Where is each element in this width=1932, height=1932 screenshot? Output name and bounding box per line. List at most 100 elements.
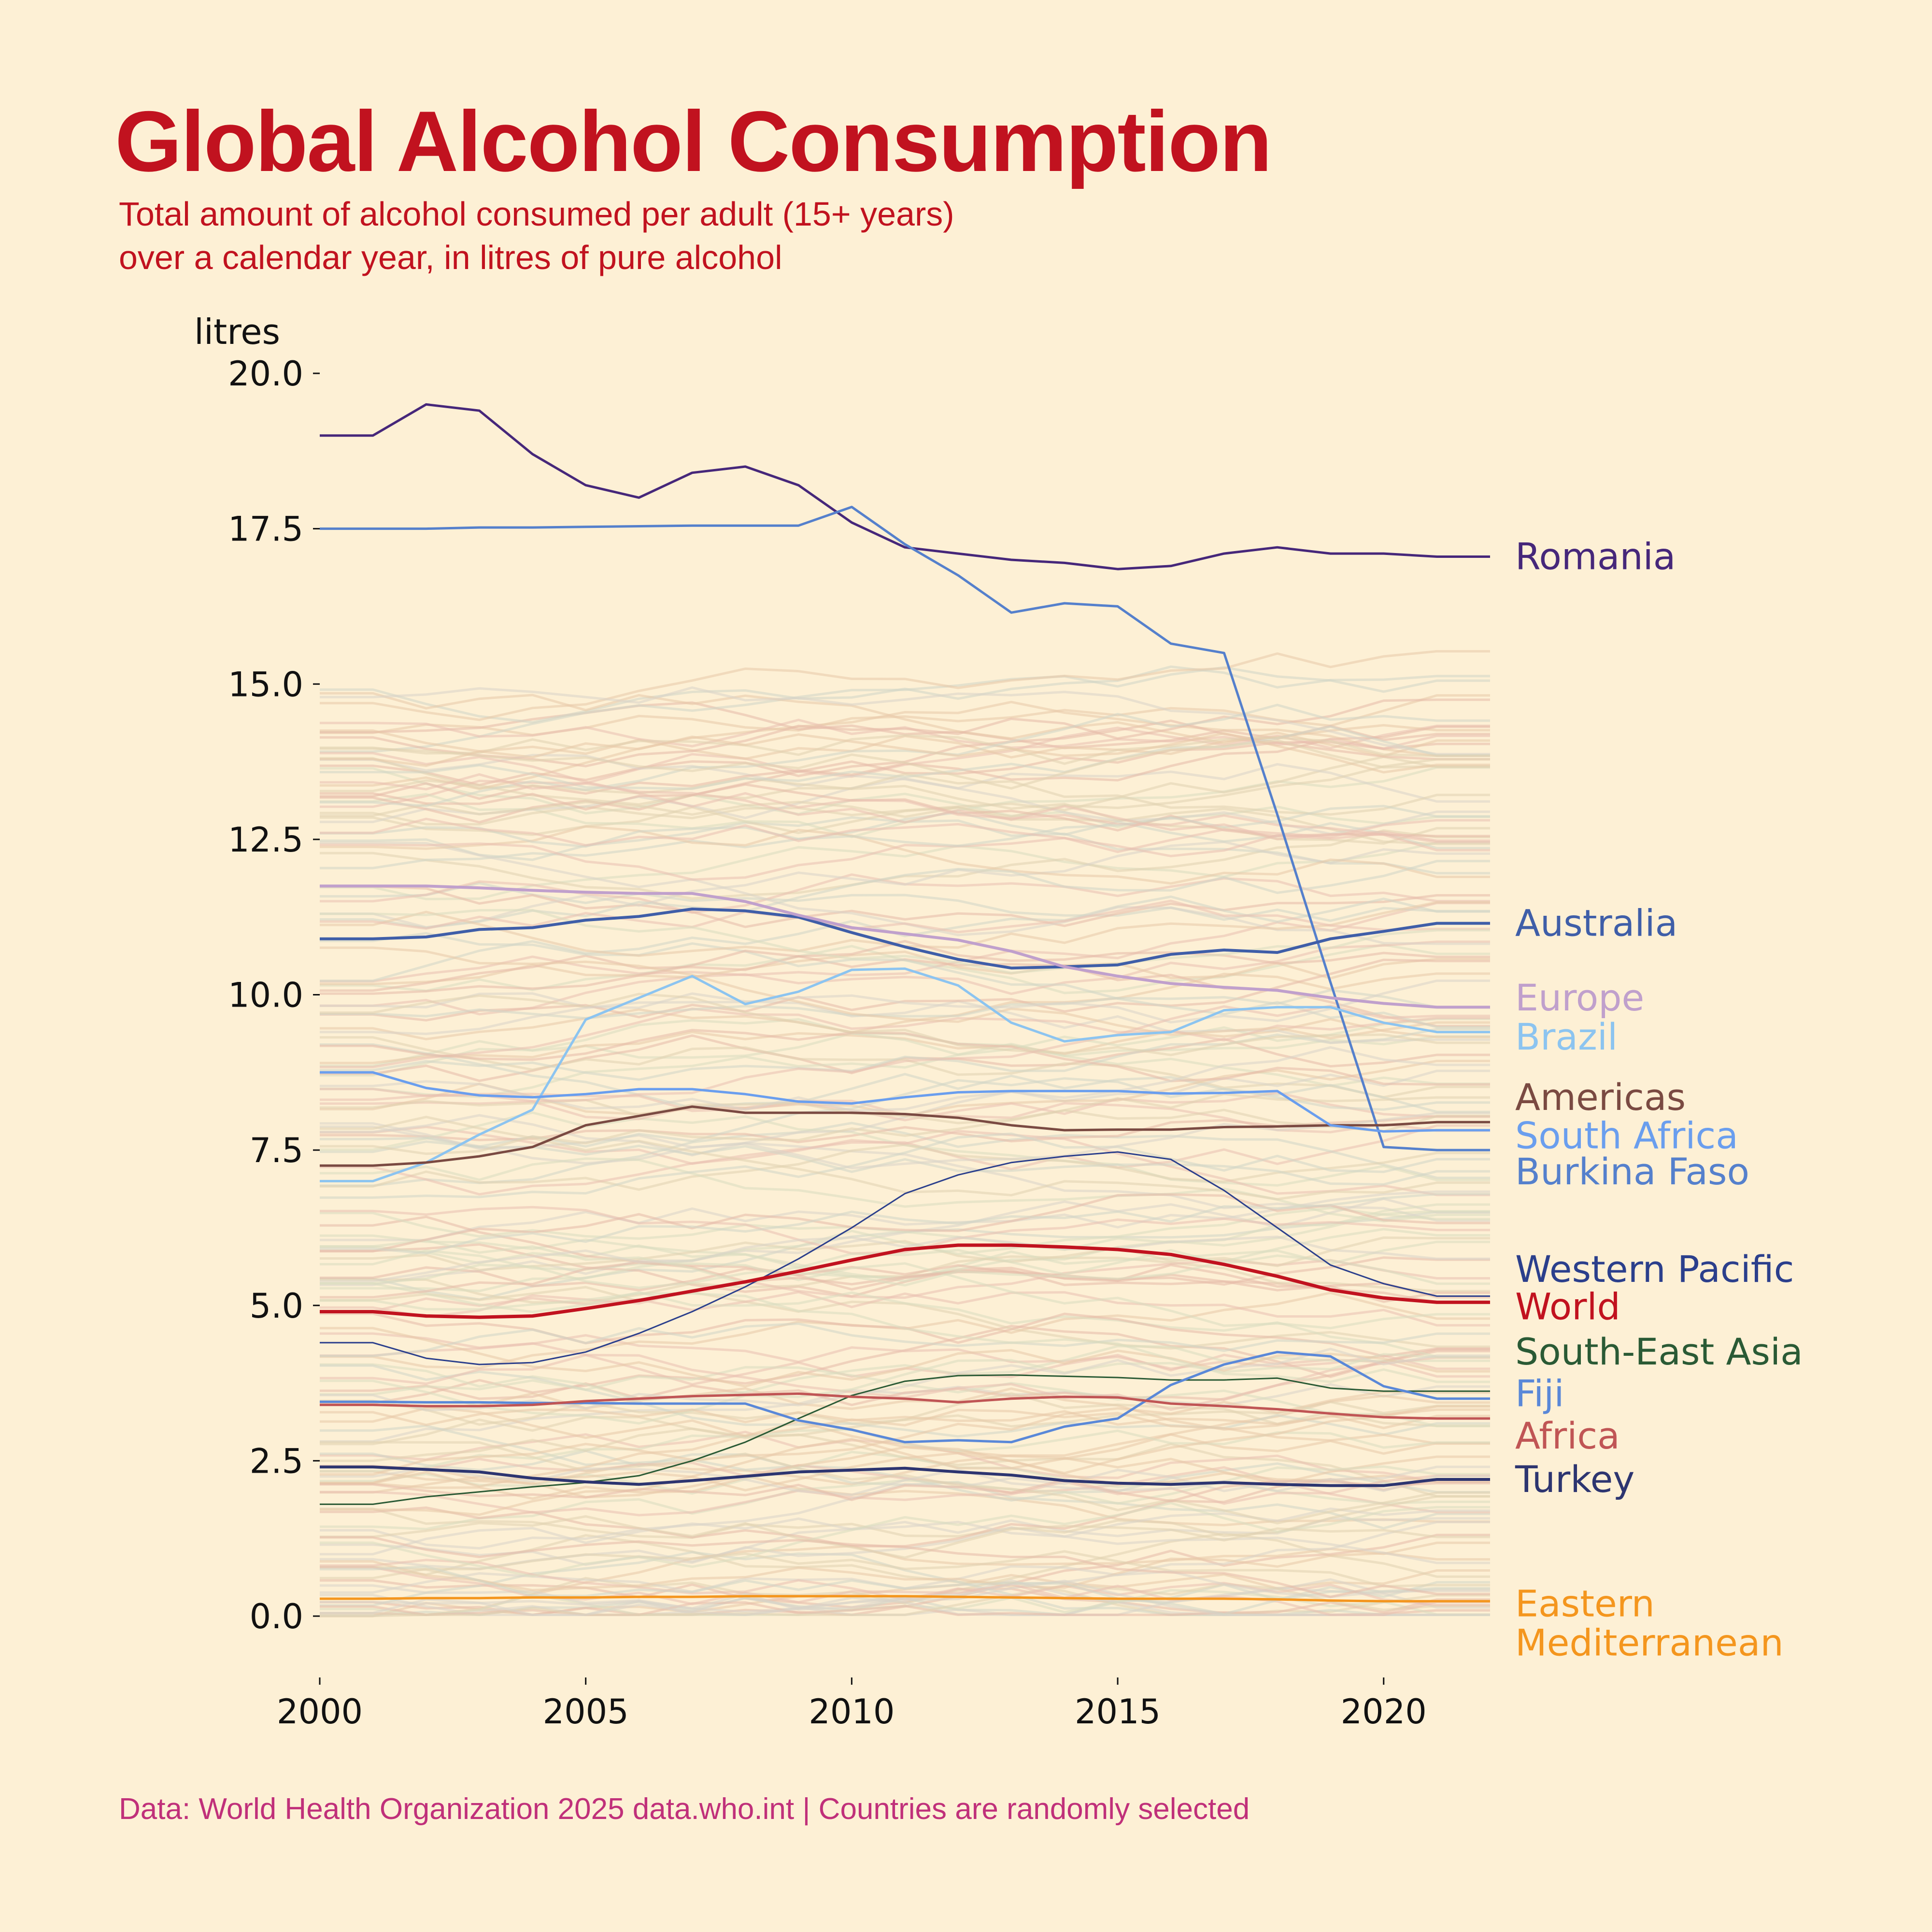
background-country-line: [320, 758, 1490, 818]
background-country-line: [320, 739, 1490, 790]
series-label-world: World: [1515, 1285, 1620, 1328]
background-country-line: [320, 1366, 1490, 1427]
background-country-line: [320, 1474, 1490, 1517]
background-country-line: [320, 686, 1490, 755]
background-country-line: [320, 1108, 1490, 1155]
background-country-line: [320, 725, 1490, 790]
background-country-line: [320, 1122, 1490, 1187]
background-country-line: [320, 1364, 1490, 1438]
background-country-line: [320, 885, 1490, 928]
background-country-line: [320, 1441, 1490, 1525]
series-line-romania: [320, 403, 1490, 570]
chart-title: Global Alcohol Consumption: [115, 93, 1272, 189]
background-country-line: [320, 1228, 1490, 1287]
background-country-line: [320, 1570, 1490, 1611]
background-country-line: [320, 1029, 1490, 1086]
background-country-line: [320, 1391, 1490, 1476]
background-country-line: [320, 1261, 1490, 1299]
background-country-line: [320, 1193, 1490, 1253]
background-country-line: [320, 1236, 1490, 1282]
background-country-line: [320, 665, 1490, 724]
background-country-line: [320, 805, 1490, 848]
series-label-burkina-faso: Burkina Faso: [1515, 1150, 1749, 1193]
background-country-line: [320, 718, 1490, 750]
series-line-europe: [320, 884, 1490, 1009]
background-country-line: [320, 1206, 1490, 1255]
background-country-line: [320, 1428, 1490, 1473]
background-country-line: [320, 1579, 1490, 1616]
background-country-line: [320, 1193, 1490, 1255]
y-axis: litres 0.0 2.5 5.0 7.5 10.0 12.5 15.0 17.5 20.0: [194, 312, 320, 1636]
y-tick-label: 10.0: [228, 976, 303, 1015]
y-tick-label: 5.0: [250, 1286, 303, 1326]
background-country-line: [320, 692, 1490, 757]
series-label-africa: Africa: [1515, 1414, 1620, 1457]
background-country-line: [320, 940, 1490, 995]
background-country-line: [320, 1566, 1490, 1616]
series-labels: RomaniaAustraliaEuropeBrazilAmericasSout…: [1515, 535, 1803, 1664]
background-country-line: [320, 1236, 1490, 1272]
background-country-line: [320, 1282, 1490, 1358]
x-axis: 2000 2005 2010 2015 2020: [277, 1677, 1427, 1732]
series-line-south-east-asia: [320, 1374, 1490, 1505]
series-line-americas: [320, 1105, 1490, 1167]
background-country-line: [320, 1093, 1490, 1124]
background-country-line: [320, 1495, 1490, 1539]
y-tick-label: 0.0: [250, 1597, 303, 1636]
background-country-line: [320, 1470, 1490, 1527]
series-label-brazil: Brazil: [1515, 1015, 1618, 1058]
background-country-line: [320, 734, 1490, 765]
x-tick-label: 2010: [809, 1692, 895, 1732]
background-country-line: [320, 1552, 1490, 1591]
background-country-line: [320, 811, 1490, 869]
y-tick-label: 2.5: [250, 1441, 303, 1481]
background-country-line: [320, 817, 1490, 857]
background-country-line: [320, 1130, 1490, 1196]
series-line-fiji: [320, 1350, 1490, 1444]
background-country-line: [320, 757, 1490, 845]
y-tick-label: 7.5: [250, 1131, 303, 1170]
background-country-line: [320, 1465, 1490, 1496]
highlighted-series: [320, 403, 1490, 1603]
y-tick-label: 20.0: [228, 354, 303, 394]
background-country-line: [320, 1249, 1490, 1330]
background-country-line: [320, 1116, 1490, 1201]
series-line-south-africa: [320, 1071, 1490, 1133]
background-country-line: [320, 1565, 1490, 1616]
series-line-eastern-mediterranean: [320, 1595, 1490, 1603]
series-label-turkey: Turkey: [1515, 1458, 1634, 1501]
series-line-world: [320, 1243, 1490, 1319]
background-country-line: [320, 902, 1490, 983]
background-country-line: [320, 1507, 1490, 1556]
background-country-line: [320, 773, 1490, 842]
background-country-line: [320, 1249, 1490, 1289]
y-tick-label: 15.0: [228, 665, 303, 704]
background-country-line: [320, 899, 1490, 934]
background-country-line: [320, 1327, 1490, 1388]
series-label-western-pacific: Western Pacific: [1515, 1248, 1794, 1291]
background-country-line: [320, 1234, 1490, 1282]
x-tick-label: 2005: [543, 1692, 629, 1732]
background-country-line: [320, 958, 1490, 1022]
background-country-line: [320, 946, 1490, 1040]
background-country-line: [320, 1551, 1490, 1616]
background-country-line: [320, 1112, 1490, 1169]
series-label-romania: Romania: [1515, 535, 1676, 578]
x-tick-label: 2020: [1341, 1692, 1427, 1732]
series-line-brazil: [320, 967, 1490, 1182]
background-country-line: [320, 1404, 1490, 1475]
series-label-europe: Europe: [1515, 976, 1644, 1019]
background-country-line: [320, 860, 1490, 929]
y-tick-label: 17.5: [228, 510, 303, 549]
background-country-line: [320, 1069, 1490, 1157]
source-caption: Data: World Health Organization 2025 dat…: [119, 1792, 1250, 1826]
x-tick-label: 2000: [277, 1692, 363, 1732]
background-country-line: [320, 1203, 1490, 1251]
background-country-line: [320, 1007, 1490, 1068]
series-label-fiji: Fiji: [1515, 1372, 1564, 1415]
background-country-line: [320, 972, 1490, 1040]
background-country-line: [320, 1433, 1490, 1516]
background-country-line: [320, 755, 1490, 826]
background-country-line: [320, 993, 1490, 1056]
